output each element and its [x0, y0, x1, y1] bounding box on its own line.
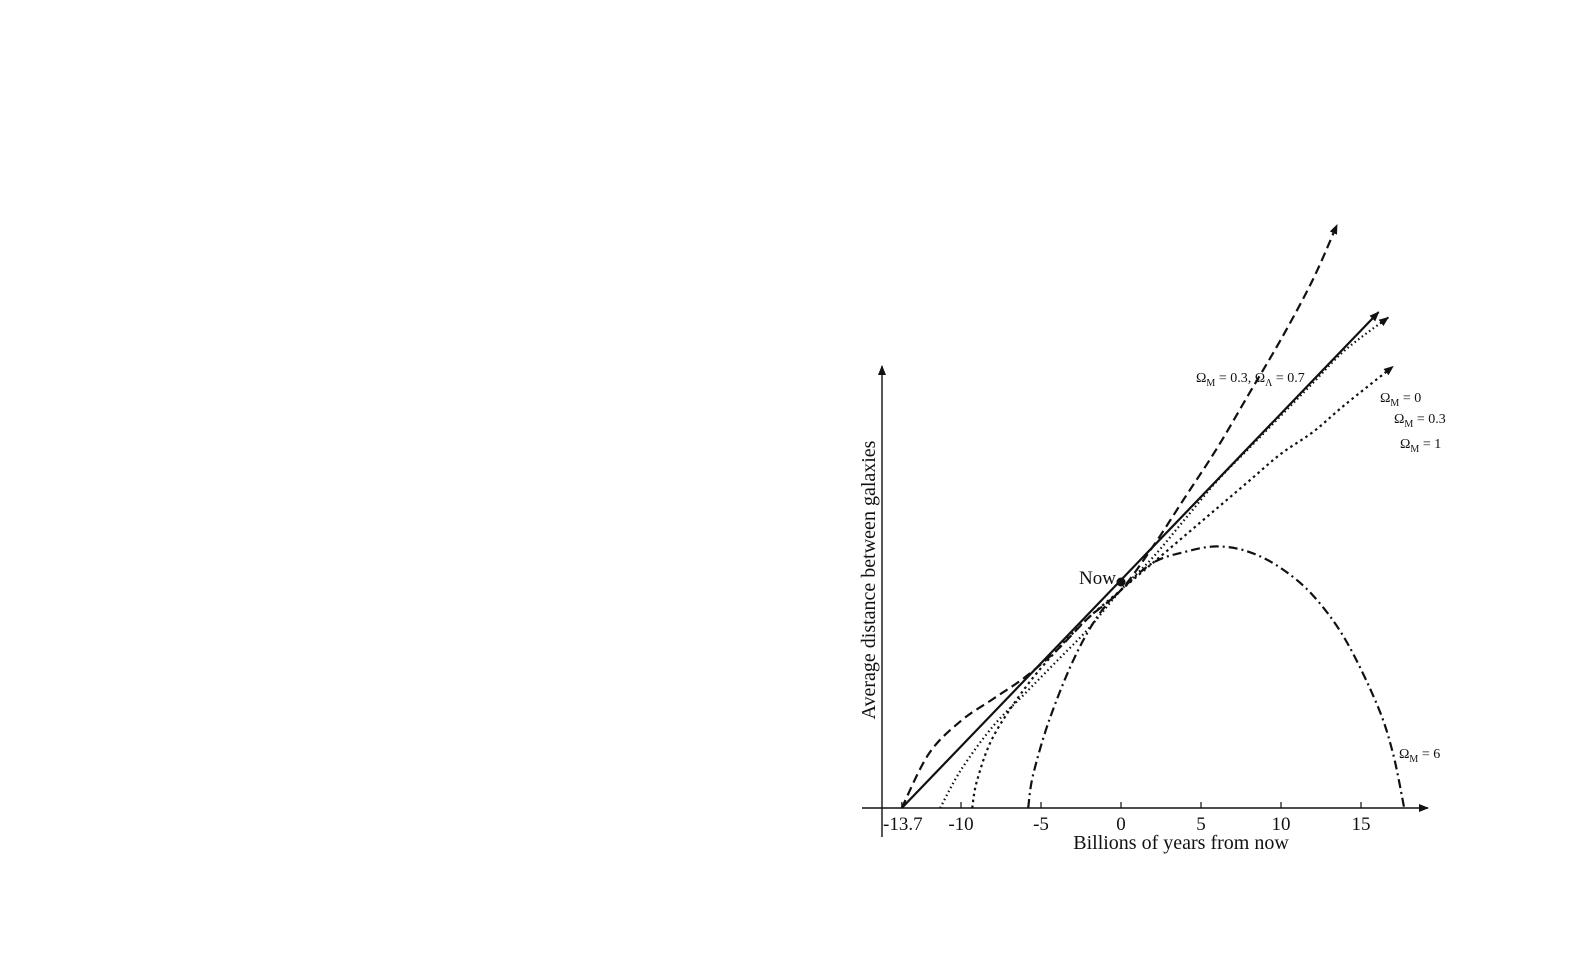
series-label-5: ΩM = 6 [1399, 747, 1440, 765]
x-tick-label: 10 [1272, 814, 1291, 835]
x-axis-title: Billions of years from now [1073, 832, 1289, 854]
series-line-3 [939, 316, 1390, 809]
x-tick-label: -13.7 [883, 814, 923, 835]
series-label-group: ΩM = 0.3, ΩΛ = 0.7 ΩM = 0 ΩM = 0.3 ΩM = 1 ΩM… [1196, 371, 1446, 765]
y-axis-title: Average distance between galaxies [858, 440, 880, 719]
series-group [900, 223, 1406, 809]
series-label-3: ΩM = 0.3 [1394, 412, 1446, 430]
now-point [1116, 577, 1126, 587]
series-line-1 [900, 223, 1339, 809]
x-tick-label: -5 [1033, 814, 1049, 835]
x-tick-label: 0 [1116, 814, 1126, 835]
series-label-2: ΩM = 0 [1380, 391, 1421, 409]
series-label-4: ΩM = 1 [1400, 437, 1441, 455]
series-line-4 [971, 365, 1394, 809]
x-tick-label: 5 [1196, 814, 1206, 835]
x-tick-label: -10 [948, 814, 973, 835]
x-tick-group: -13.7 -10 -5 0 5 10 15 [883, 802, 1371, 835]
series-line-2 [901, 311, 1380, 809]
series-line-5 [1027, 545, 1406, 809]
now-label: Now [1079, 568, 1116, 589]
x-tick-label: 15 [1352, 814, 1371, 835]
series-label-1: ΩM = 0.3, ΩΛ = 0.7 [1196, 371, 1305, 389]
